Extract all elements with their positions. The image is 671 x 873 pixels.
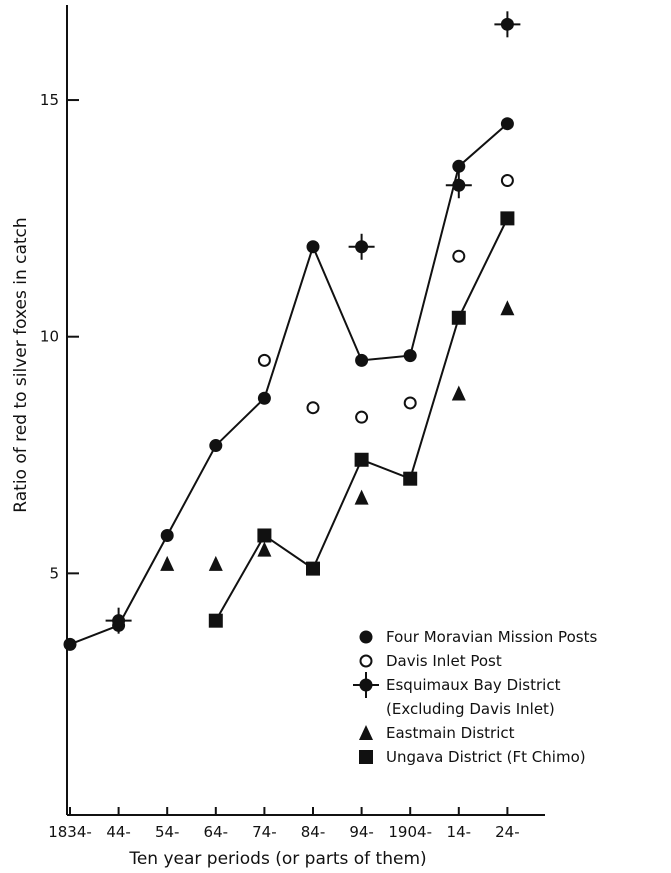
data-point	[452, 159, 466, 173]
tick-labels: 5 10 15 1834- 44- 54- 64- 74- 84- 94- 1904- 14- 24-	[40, 91, 520, 841]
data-point	[500, 211, 515, 226]
x-tick-label: 24-	[495, 823, 520, 841]
data-point	[208, 613, 223, 628]
data-point	[160, 528, 174, 542]
data-point	[160, 555, 175, 571]
legend-marker	[353, 672, 379, 698]
legend-item: Four Moravian Mission Posts	[359, 628, 597, 646]
legend-item: Ungava District (Ft Chimo)	[359, 748, 586, 766]
data-point	[355, 410, 369, 424]
y-tick-label: 5	[49, 564, 59, 582]
legend-label: Davis Inlet Post	[386, 652, 502, 670]
data-point	[209, 439, 223, 453]
x-tick-label: 64-	[204, 823, 229, 841]
data-point	[354, 489, 369, 505]
data-point	[306, 240, 320, 254]
series-4	[208, 211, 515, 628]
data-point	[257, 391, 271, 405]
legend-marker	[359, 725, 373, 740]
series-1	[257, 174, 514, 424]
x-tick-label: 84-	[301, 823, 326, 841]
legend-item: Esquimaux Bay District (Excluding Davis I…	[353, 672, 561, 718]
series-layer	[63, 11, 521, 651]
legend-label-line2: (Excluding Davis Inlet)	[386, 700, 555, 718]
data-point	[403, 471, 418, 486]
data-point	[257, 541, 272, 557]
data-point	[105, 607, 132, 634]
y-tick-label: 10	[40, 328, 59, 346]
legend-marker	[359, 630, 373, 644]
data-point	[63, 637, 77, 651]
data-point	[257, 353, 271, 367]
x-tick-label: 94-	[349, 823, 374, 841]
data-point	[500, 117, 514, 131]
legend-label: Esquimaux Bay District	[386, 676, 561, 694]
data-point	[348, 233, 375, 260]
data-point	[494, 11, 521, 38]
data-point	[257, 528, 272, 543]
data-point	[306, 401, 320, 415]
x-axis-title: Ten year periods (or parts of them)	[128, 849, 426, 869]
data-point	[354, 452, 369, 467]
x-tick-label: 14-	[447, 823, 472, 841]
data-point	[452, 249, 466, 263]
data-point	[306, 561, 320, 576]
y-axis-title: Ratio of red to silver foxes in catch	[11, 217, 31, 512]
x-tick-label: 1834-	[48, 823, 92, 841]
legend-marker	[359, 750, 373, 764]
x-tick-label: 1904-	[388, 823, 432, 841]
x-tick-label: 74-	[252, 823, 277, 841]
series-2	[105, 11, 521, 634]
series-line	[69, 122, 509, 646]
data-point	[355, 353, 369, 367]
x-tick-label: 54-	[155, 823, 180, 841]
data-point	[403, 349, 417, 363]
data-point	[451, 310, 466, 325]
legend-label: Four Moravian Mission Posts	[386, 628, 597, 646]
legend-marker	[359, 654, 373, 668]
y-tick-label: 15	[40, 91, 59, 109]
series-0	[63, 117, 514, 651]
legend: Four Moravian Mission Posts Davis Inlet P…	[353, 628, 597, 766]
data-point	[208, 555, 223, 571]
data-point	[403, 396, 417, 410]
axes	[66, 5, 545, 816]
legend-item: Eastmain District	[359, 724, 515, 742]
legend-label: Eastmain District	[386, 724, 515, 742]
legend-label: Ungava District (Ft Chimo)	[386, 748, 586, 766]
data-point	[451, 385, 466, 401]
data-point	[500, 174, 514, 188]
legend-item: Davis Inlet Post	[359, 652, 502, 670]
series-3	[160, 300, 515, 571]
data-point	[445, 172, 472, 199]
x-tick-label: 44-	[106, 823, 131, 841]
data-point	[500, 300, 515, 316]
